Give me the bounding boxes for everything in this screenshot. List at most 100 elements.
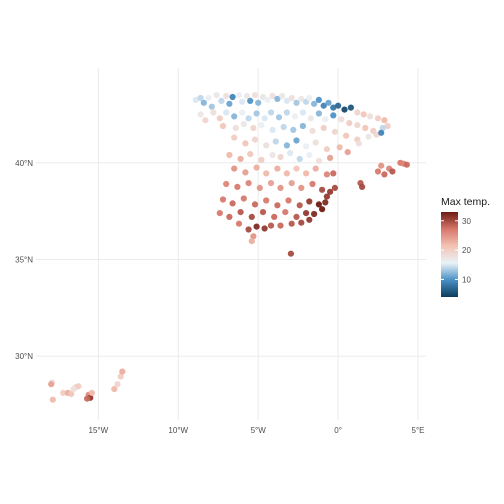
station-point	[248, 213, 255, 220]
station-point	[259, 209, 267, 216]
station-point	[320, 102, 327, 109]
station-point	[359, 183, 366, 190]
x-tick-label: 10°W	[168, 426, 188, 435]
station-point	[226, 151, 233, 159]
station-point	[323, 193, 330, 200]
station-point	[365, 133, 372, 140]
station-point	[269, 92, 276, 100]
station-point	[347, 104, 354, 111]
station-point	[298, 95, 305, 102]
station-point	[88, 389, 95, 396]
legend-title: Max temp.	[441, 196, 490, 208]
station-point	[267, 180, 275, 187]
y-tick-label: 35°N	[15, 255, 33, 264]
y-tick-label: 30°N	[15, 352, 33, 361]
station-point	[250, 233, 257, 240]
station-point	[218, 97, 225, 104]
station-point	[319, 206, 326, 213]
station-point	[277, 153, 284, 161]
station-point	[243, 92, 251, 100]
station-point	[287, 250, 294, 257]
station-point	[197, 111, 204, 118]
station-point	[378, 129, 385, 136]
station-point	[296, 202, 303, 209]
station-point	[255, 99, 262, 106]
station-point	[269, 151, 276, 159]
station-point	[293, 99, 300, 106]
legend-tick-label: 20	[462, 246, 471, 255]
station-point	[250, 124, 257, 132]
legend-tick-label: 30	[462, 217, 471, 226]
station-point	[331, 184, 338, 191]
station-point	[307, 115, 314, 122]
station-point	[202, 117, 209, 124]
station-point	[261, 115, 268, 122]
station-point	[343, 132, 350, 139]
station-point	[253, 164, 260, 171]
station-point	[245, 180, 252, 187]
station-point	[232, 124, 239, 132]
legend-colorbar	[441, 212, 458, 297]
station-point	[247, 97, 254, 104]
station-point	[251, 92, 259, 99]
station-point	[267, 109, 275, 116]
station-point	[299, 122, 306, 130]
x-axis: 15°W 10°W 5°W 0° 5°E	[89, 426, 425, 435]
station-point	[226, 213, 233, 220]
station-point	[319, 186, 326, 193]
station-point	[338, 116, 345, 123]
station-point	[258, 122, 265, 129]
station-point	[290, 126, 297, 133]
station-point	[374, 115, 382, 122]
station-point	[279, 92, 286, 100]
station-point	[263, 170, 270, 177]
station-point	[111, 386, 118, 393]
station-point	[327, 154, 334, 161]
station-point	[229, 200, 236, 207]
station-point	[354, 109, 361, 116]
station-point	[303, 143, 310, 150]
station-point	[288, 220, 295, 227]
station-point	[267, 222, 275, 229]
station-point	[263, 197, 270, 204]
station-point	[205, 94, 212, 102]
station-point	[263, 142, 270, 149]
station-point	[288, 94, 295, 102]
station-point	[68, 390, 75, 397]
station-point	[253, 223, 260, 230]
station-point	[223, 92, 230, 100]
station-point	[322, 116, 329, 123]
x-tick-label: 15°W	[89, 426, 109, 435]
station-point	[327, 188, 334, 195]
station-point	[251, 136, 259, 143]
station-point	[312, 139, 319, 146]
station-point	[274, 165, 281, 172]
station-point	[378, 162, 385, 169]
station-point	[325, 99, 332, 106]
station-point	[298, 219, 305, 226]
station-point	[299, 109, 306, 116]
station-point	[239, 109, 246, 116]
station-point	[330, 170, 337, 177]
station-point	[240, 121, 247, 128]
station-point	[309, 127, 316, 134]
station-point	[312, 165, 319, 172]
gridlines	[36, 68, 426, 420]
station-point	[374, 168, 382, 175]
station-point	[274, 95, 281, 102]
station-point	[335, 102, 342, 109]
station-point	[303, 210, 310, 217]
station-point	[403, 161, 410, 168]
station-point	[247, 151, 254, 158]
station-point	[288, 180, 295, 187]
station-point	[320, 124, 327, 132]
station-point	[231, 165, 238, 172]
station-point	[381, 171, 388, 178]
station-point	[223, 109, 230, 116]
x-tick-label: 5°W	[251, 426, 267, 435]
station-point	[354, 122, 361, 129]
station-point	[237, 209, 244, 216]
station-point	[282, 209, 289, 216]
station-point	[229, 93, 236, 101]
